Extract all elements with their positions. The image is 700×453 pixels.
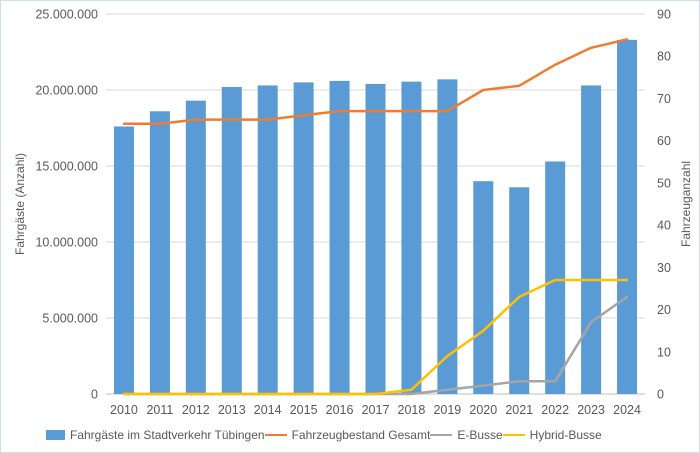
series-line-fahrzeugbestand-gesamt <box>122 38 629 126</box>
legend-label: Hybrid-Busse <box>529 428 602 442</box>
legend-label: Fahrzeugbestand Gesamt <box>291 428 431 442</box>
right-axis-tick: 60 <box>657 134 671 148</box>
legend-item-fahrzeugbestand-gesamt: Fahrzeugbestand Gesamt <box>264 428 431 442</box>
legend-item-hybrid-busse: Hybrid-Busse <box>502 428 602 442</box>
bar-2022 <box>545 161 566 394</box>
bar-2014 <box>257 85 278 394</box>
left-axis-tick: 15.000.000 <box>35 160 98 174</box>
x-axis-tick: 2023 <box>577 403 605 417</box>
bar-2017 <box>365 83 386 395</box>
right-axis-title: Fahrzeuganzahl <box>679 160 693 248</box>
x-axis-tick: 2022 <box>541 403 569 417</box>
bar-2011 <box>149 111 170 394</box>
x-axis-tick: 2020 <box>469 403 497 417</box>
x-axis-tick: 2013 <box>218 403 246 417</box>
x-axis-tick: 2024 <box>613 403 641 417</box>
legend-bar-swatch-fahrgäste-im-stadtverkehr-tübingen <box>46 430 65 440</box>
legend-item-e-busse: E-Busse <box>430 428 503 442</box>
series-line-hybrid-busse <box>122 278 629 396</box>
x-axis-tick: 2016 <box>326 403 354 417</box>
right-axis-tick: 40 <box>657 219 671 233</box>
bar-2024 <box>617 39 638 395</box>
left-axis-title: Fahrgäste (Anzahl) <box>13 152 27 256</box>
left-axis-tick: 0 <box>91 388 98 402</box>
left-axis-tick: 25.000.000 <box>35 8 98 22</box>
bar-2021 <box>509 187 530 394</box>
x-axis-tick: 2017 <box>362 403 390 417</box>
left-axis-tick: 20.000.000 <box>35 84 98 98</box>
right-axis-tick: 10 <box>657 345 671 359</box>
legend-item-fahrgäste-im-stadtverkehr-tübingen: Fahrgäste im Stadtverkehr Tübingen <box>46 428 265 442</box>
x-axis-tick: 2021 <box>505 403 533 417</box>
legend-line-swatch-e-busse <box>430 433 453 437</box>
legend: Fahrgäste im Stadtverkehr Tübingen Fahrze… <box>46 425 602 445</box>
x-axis-tick: 2010 <box>110 403 138 417</box>
left-axis-tick: 10.000.000 <box>35 236 98 250</box>
bar-2012 <box>185 100 206 394</box>
bar-2015 <box>293 82 314 395</box>
right-axis-tick: 0 <box>657 388 664 402</box>
x-axis-tick: 2011 <box>146 403 173 417</box>
right-axis-tick: 20 <box>657 303 671 317</box>
bar-2020 <box>473 181 494 394</box>
bar-2013 <box>221 86 242 395</box>
bar-2023 <box>581 85 602 394</box>
x-axis-tick: 2015 <box>290 403 318 417</box>
bar-2010 <box>113 126 134 394</box>
x-axis-tick: 2019 <box>433 403 461 417</box>
right-axis-tick: 70 <box>657 92 671 106</box>
right-axis-tick: 50 <box>657 176 671 190</box>
bar-2018 <box>401 81 422 394</box>
right-axis-tick: 90 <box>657 8 671 22</box>
bar-2016 <box>329 80 350 394</box>
x-axis-tick: 2012 <box>182 403 210 417</box>
bar-2019 <box>437 79 458 395</box>
legend-label: E-Busse <box>457 428 503 442</box>
legend-label: Fahrgäste im Stadtverkehr Tübingen <box>70 428 265 442</box>
right-axis-tick: 80 <box>657 50 671 64</box>
left-axis-tick: 5.000.000 <box>42 312 98 326</box>
legend-line-swatch-fahrzeugbestand-gesamt <box>264 433 287 437</box>
x-axis-tick: 2014 <box>254 403 282 417</box>
right-axis-tick: 30 <box>657 261 671 275</box>
x-axis-tick: 2018 <box>398 403 426 417</box>
legend-line-swatch-hybrid-busse <box>502 433 525 437</box>
